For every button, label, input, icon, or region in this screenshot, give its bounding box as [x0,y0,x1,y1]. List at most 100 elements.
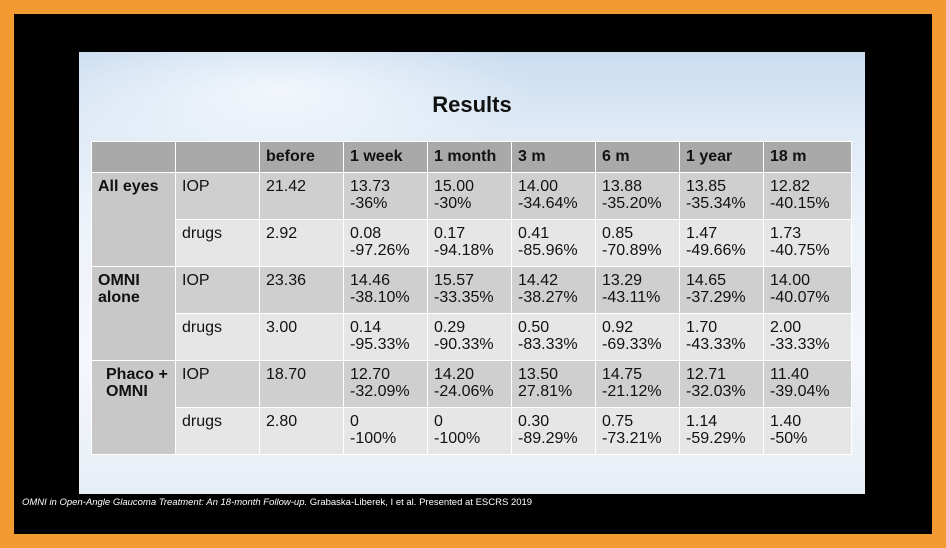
value-cell: 1.73 -40.75% [763,219,852,267]
value-change: -40.07% [770,289,830,306]
value-cell: 15.00 -30% [427,172,512,220]
value-cell: 14.46 -38.10% [343,266,428,314]
table-row: drugs 3.00 0.14 -95.33% 0.29 -90.33% 0.50 -83.3… [92,313,852,361]
value-cell: 12.70 -32.09% [343,360,428,408]
value-number: 14.20 [434,366,475,383]
value-number: 13.29 [602,272,643,289]
value-change: -32.03% [686,383,746,400]
value-cell: 0.92 -69.33% [595,313,680,361]
value-change: -49.66% [686,242,746,259]
value-change: -40.75% [770,242,830,259]
value-cell: 0 -100% [343,407,428,455]
value-number: 0.85 [602,225,634,242]
value-number: 0.50 [518,319,550,336]
row-label: IOP [175,266,260,314]
value-change: -69.33% [602,336,662,353]
value-number: 0.30 [518,413,550,430]
value-cell: 13.50 27.81% [511,360,596,408]
group-label: OMNI alone [91,266,176,361]
value-change: -33.35% [434,289,494,306]
value-number: 1.40 [770,413,802,430]
value-change: -100% [350,430,397,447]
value-change: -38.27% [518,289,578,306]
value-change: -40.15% [770,195,830,212]
value-cell: 14.20 -24.06% [427,360,512,408]
value-cell: 0.17 -94.18% [427,219,512,267]
table-row: Phaco + OMNI IOP 18.70 12.70 -32.09% 14.20 -24… [91,360,852,455]
value-number: 0.75 [602,413,634,430]
value-cell: 0.50 -83.33% [511,313,596,361]
slide-title: Results [432,92,512,117]
value-change: -50% [770,430,808,447]
before-cell: 2.80 [259,407,344,455]
value-cell: 12.82 -40.15% [763,172,852,220]
value-number: 1.73 [770,225,802,242]
value-number: 1.14 [686,413,718,430]
value-cell: 11.40 -39.04% [763,360,852,408]
value-number: 0.08 [350,225,382,242]
citation-title: OMNI in Open-Angle Glaucoma Treatment: A… [22,497,308,508]
value-number: 14.42 [518,272,559,289]
table-row: drugs 2.92 0.08 -97.26% 0.17 -94.18% 0.41 -85.9… [92,219,852,267]
value-change: -85.96% [518,242,578,259]
value-number: 13.85 [686,178,727,195]
before-cell: 2.92 [259,219,344,267]
before-cell: 3.00 [259,313,344,361]
value-change: -39.04% [770,383,830,400]
before-cell: 21.42 [259,172,344,220]
value-number: 12.82 [770,178,811,195]
value-number: 0.41 [518,225,550,242]
value-cell: 13.29 -43.11% [595,266,680,314]
group-label: Phaco + OMNI [91,360,176,455]
row-label: drugs [175,219,260,267]
row-label: drugs [175,407,260,455]
value-change: -35.34% [686,195,746,212]
value-number: 12.70 [350,366,391,383]
value-cell: 0.30 -89.29% [511,407,596,455]
value-number: 14.65 [686,272,727,289]
value-cell: 2.00 -33.33% [763,313,852,361]
value-number: 13.88 [602,178,643,195]
group-label: All eyes [91,172,176,267]
table-row: All eyes IOP 21.42 13.73 -36% 15.00 -30% 14.00-… [91,172,852,267]
value-number: 14.00 [518,178,559,195]
value-change: -59.29% [686,430,746,447]
value-change: -73.21% [602,430,662,447]
value-change: -35.20% [602,195,662,212]
value-number: 0.92 [602,319,634,336]
value-cell: 1.14 -59.29% [679,407,764,455]
value-number: 13.50 [518,366,559,383]
row-label: IOP [175,360,260,408]
value-change: -90.33% [434,336,494,353]
value-cell: 14.42 -38.27% [511,266,596,314]
value-cell: 0.08 -97.26% [343,219,428,267]
value-change: -100% [434,430,481,447]
value-change: -21.12% [602,383,662,400]
value-change: -43.11% [602,289,661,306]
value-number: 12.71 [686,366,727,383]
table-row: OMNI alone IOP 23.36 14.46 -38.10% 15.57 -33.3… [91,266,852,361]
value-number: 11.40 [770,366,809,383]
table-row: drugs 2.80 0 -100% 0 -100% 0.30 -89.29% 0.75 -73.… [92,407,852,455]
value-change: -32.09% [350,383,410,400]
value-cell: 13.85 -35.34% [679,172,764,220]
value-number: 14.75 [602,366,643,383]
value-change: -33.33% [770,336,830,353]
value-change: -24.06% [434,383,494,400]
value-number: 0 [350,413,359,430]
header-cell: 18 m [763,141,852,173]
value-change: -30% [434,195,472,212]
value-change: -97.26% [350,242,410,259]
header-cell: 6 m [595,141,680,173]
value-number: 1.70 [686,319,718,336]
value-cell: 0.85 -70.89% [595,219,680,267]
value-cell: 0.41 -85.96% [511,219,596,267]
value-number: 15.57 [434,272,475,289]
header-cell: 1 year [679,141,764,173]
value-number: 0 [434,413,443,430]
value-cell: 0.75 -73.21% [595,407,680,455]
value-change: -43.33% [686,336,746,353]
value-change: -34.64% [518,195,578,212]
value-change: -83.33% [518,336,578,353]
value-cell: 0 -100% [427,407,512,455]
